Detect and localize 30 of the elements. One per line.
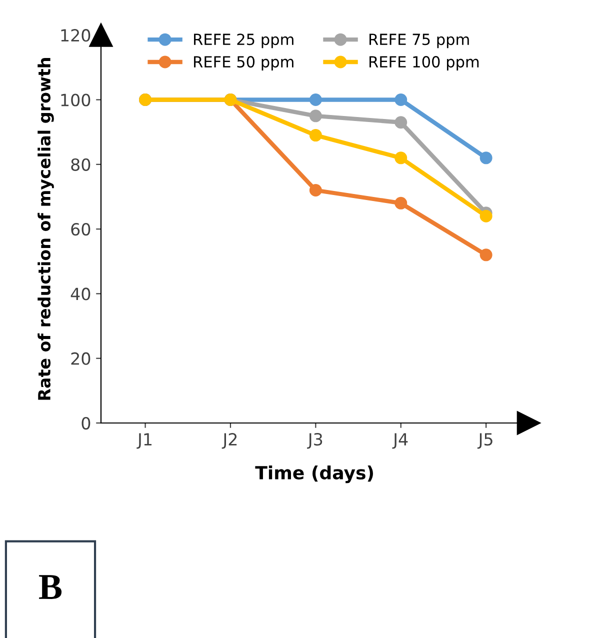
x-tick-label: J3 [307, 433, 322, 449]
point [309, 93, 322, 106]
x-axis-title: Time (days) [255, 466, 373, 484]
point [394, 93, 408, 106]
point [309, 184, 322, 196]
x-tick-label: J2 [222, 433, 237, 449]
y-tick-label: 40 [70, 288, 90, 300]
x-tick-label: J4 [392, 433, 408, 449]
point [394, 152, 408, 164]
y-tick-label: 20 [71, 352, 90, 365]
y-tick-label: 80 [71, 158, 90, 171]
y-tick-label: 0 [82, 416, 90, 430]
legend-label: REFE 25 ppm [194, 34, 294, 48]
x-tick-label: J5 [477, 433, 492, 449]
legend-label: REFE 100 ppm [370, 56, 479, 71]
x-tick-label: J1 [136, 433, 152, 449]
point [480, 210, 492, 222]
legend-label: REFE 75 ppm [370, 34, 469, 48]
point [309, 129, 322, 142]
point [480, 248, 492, 262]
y-tick-label: 120 [61, 29, 90, 42]
text: B [39, 575, 62, 599]
point [480, 152, 492, 164]
y-axis-title: Rate of reduction of mycelial growth [38, 58, 54, 400]
point [309, 110, 322, 122]
legend-label: REFE 50 ppm [194, 56, 294, 71]
point [394, 196, 408, 210]
y-tick-label: 60 [71, 223, 90, 236]
point [394, 116, 408, 129]
y-tick-label: 100 [61, 94, 90, 106]
